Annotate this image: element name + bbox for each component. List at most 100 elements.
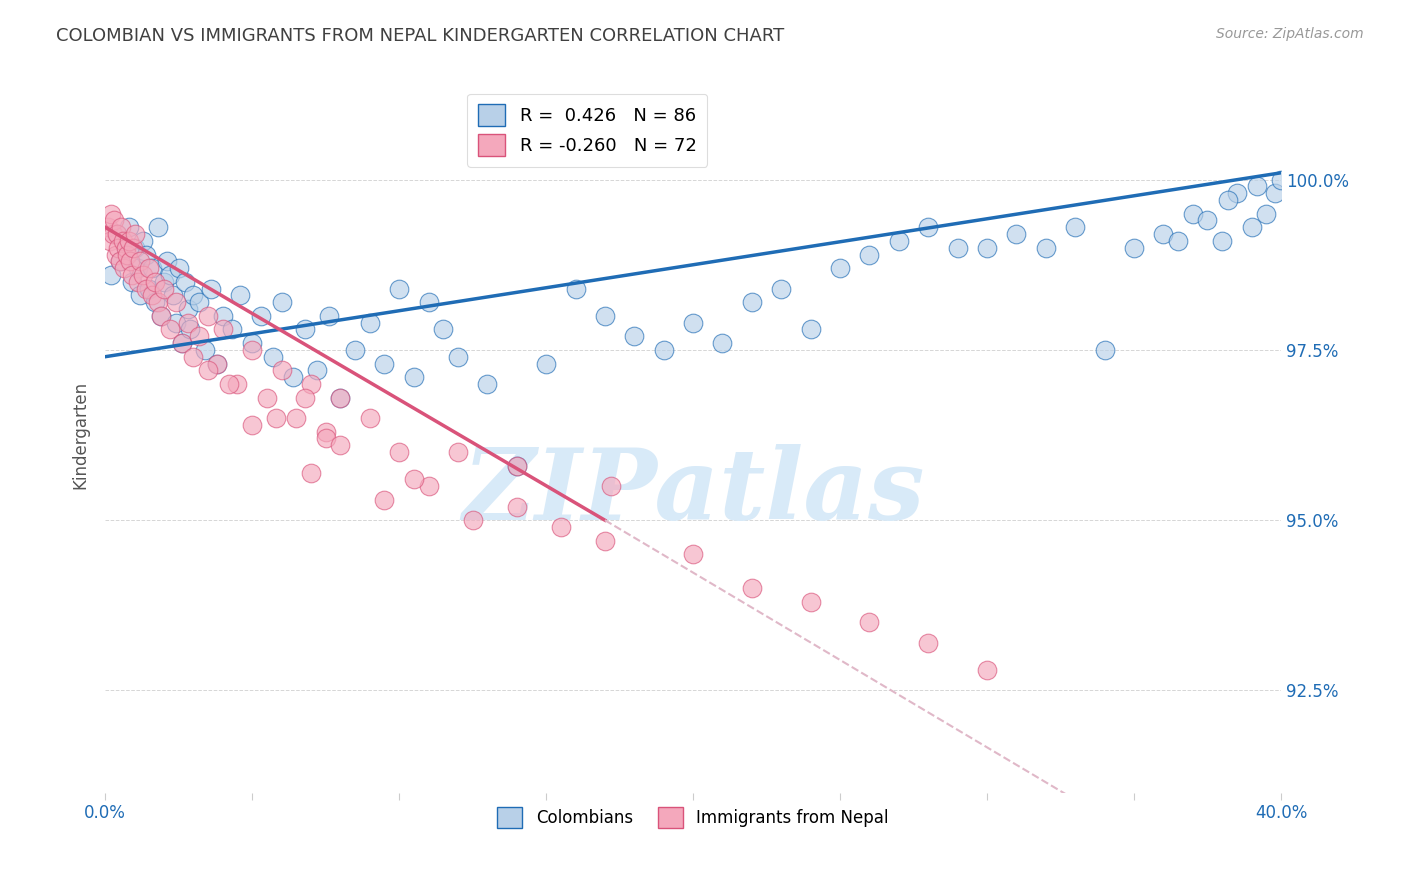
Point xyxy=(132,268,155,282)
Point xyxy=(318,309,340,323)
Legend: Colombians, Immigrants from Nepal: Colombians, Immigrants from Nepal xyxy=(491,801,896,834)
Point xyxy=(1240,220,1263,235)
Point xyxy=(240,417,263,432)
Point xyxy=(124,227,146,241)
Point xyxy=(1181,207,1204,221)
Point xyxy=(183,288,205,302)
Point xyxy=(741,295,763,310)
Point xyxy=(135,282,157,296)
Point xyxy=(329,391,352,405)
Point xyxy=(114,241,136,255)
Point xyxy=(197,363,219,377)
Point xyxy=(221,322,243,336)
Point xyxy=(117,247,139,261)
Point xyxy=(197,309,219,323)
Point xyxy=(143,275,166,289)
Point xyxy=(976,241,998,255)
Point xyxy=(359,411,381,425)
Point xyxy=(132,234,155,248)
Point xyxy=(388,445,411,459)
Text: ZIPatlas: ZIPatlas xyxy=(463,444,924,541)
Point xyxy=(1270,172,1292,186)
Point xyxy=(127,275,149,289)
Point xyxy=(205,357,228,371)
Point xyxy=(447,445,470,459)
Point xyxy=(506,458,529,473)
Point xyxy=(1246,179,1268,194)
Point xyxy=(118,234,141,248)
Point xyxy=(283,370,305,384)
Point xyxy=(156,254,179,268)
Point xyxy=(256,391,278,405)
Point xyxy=(146,295,169,310)
Point xyxy=(176,316,198,330)
Point xyxy=(294,322,316,336)
Point xyxy=(285,411,308,425)
Point xyxy=(173,275,195,289)
Point xyxy=(165,295,187,310)
Point xyxy=(170,336,193,351)
Point xyxy=(294,391,316,405)
Point xyxy=(917,636,939,650)
Point xyxy=(101,227,124,241)
Point xyxy=(946,241,969,255)
Point xyxy=(143,295,166,310)
Point xyxy=(100,207,122,221)
Point xyxy=(205,357,228,371)
Point xyxy=(135,247,157,261)
Point xyxy=(162,288,184,302)
Point xyxy=(1216,193,1239,207)
Point xyxy=(270,295,292,310)
Point xyxy=(188,329,211,343)
Point xyxy=(828,261,851,276)
Point xyxy=(250,309,273,323)
Point xyxy=(159,322,181,336)
Point xyxy=(167,261,190,276)
Point xyxy=(1264,186,1286,201)
Point xyxy=(112,261,135,276)
Point xyxy=(711,336,734,351)
Point xyxy=(682,547,704,561)
Point xyxy=(97,220,120,235)
Point xyxy=(129,254,152,268)
Point xyxy=(110,220,132,235)
Point xyxy=(418,295,440,310)
Point xyxy=(373,492,395,507)
Point xyxy=(98,234,121,248)
Y-axis label: Kindergarten: Kindergarten xyxy=(72,381,89,489)
Point xyxy=(150,309,173,323)
Point xyxy=(402,472,425,486)
Point xyxy=(108,254,131,268)
Point xyxy=(976,663,998,677)
Point xyxy=(118,220,141,235)
Point xyxy=(534,357,557,371)
Point xyxy=(461,513,484,527)
Point xyxy=(226,376,249,391)
Point xyxy=(211,309,233,323)
Point xyxy=(593,309,616,323)
Point xyxy=(107,241,129,255)
Point xyxy=(165,316,187,330)
Point xyxy=(129,288,152,302)
Point xyxy=(229,288,252,302)
Point xyxy=(329,438,352,452)
Point xyxy=(200,282,222,296)
Point xyxy=(1197,213,1219,227)
Point xyxy=(122,241,145,255)
Point xyxy=(1211,234,1233,248)
Point xyxy=(114,241,136,255)
Point xyxy=(270,363,292,377)
Point xyxy=(315,432,337,446)
Point xyxy=(100,268,122,282)
Point xyxy=(770,282,793,296)
Text: COLOMBIAN VS IMMIGRANTS FROM NEPAL KINDERGARTEN CORRELATION CHART: COLOMBIAN VS IMMIGRANTS FROM NEPAL KINDE… xyxy=(56,27,785,45)
Point xyxy=(599,479,621,493)
Point xyxy=(218,376,240,391)
Point xyxy=(418,479,440,493)
Point xyxy=(183,350,205,364)
Point xyxy=(150,309,173,323)
Point xyxy=(917,220,939,235)
Point xyxy=(121,268,143,282)
Point xyxy=(194,343,217,357)
Point xyxy=(188,295,211,310)
